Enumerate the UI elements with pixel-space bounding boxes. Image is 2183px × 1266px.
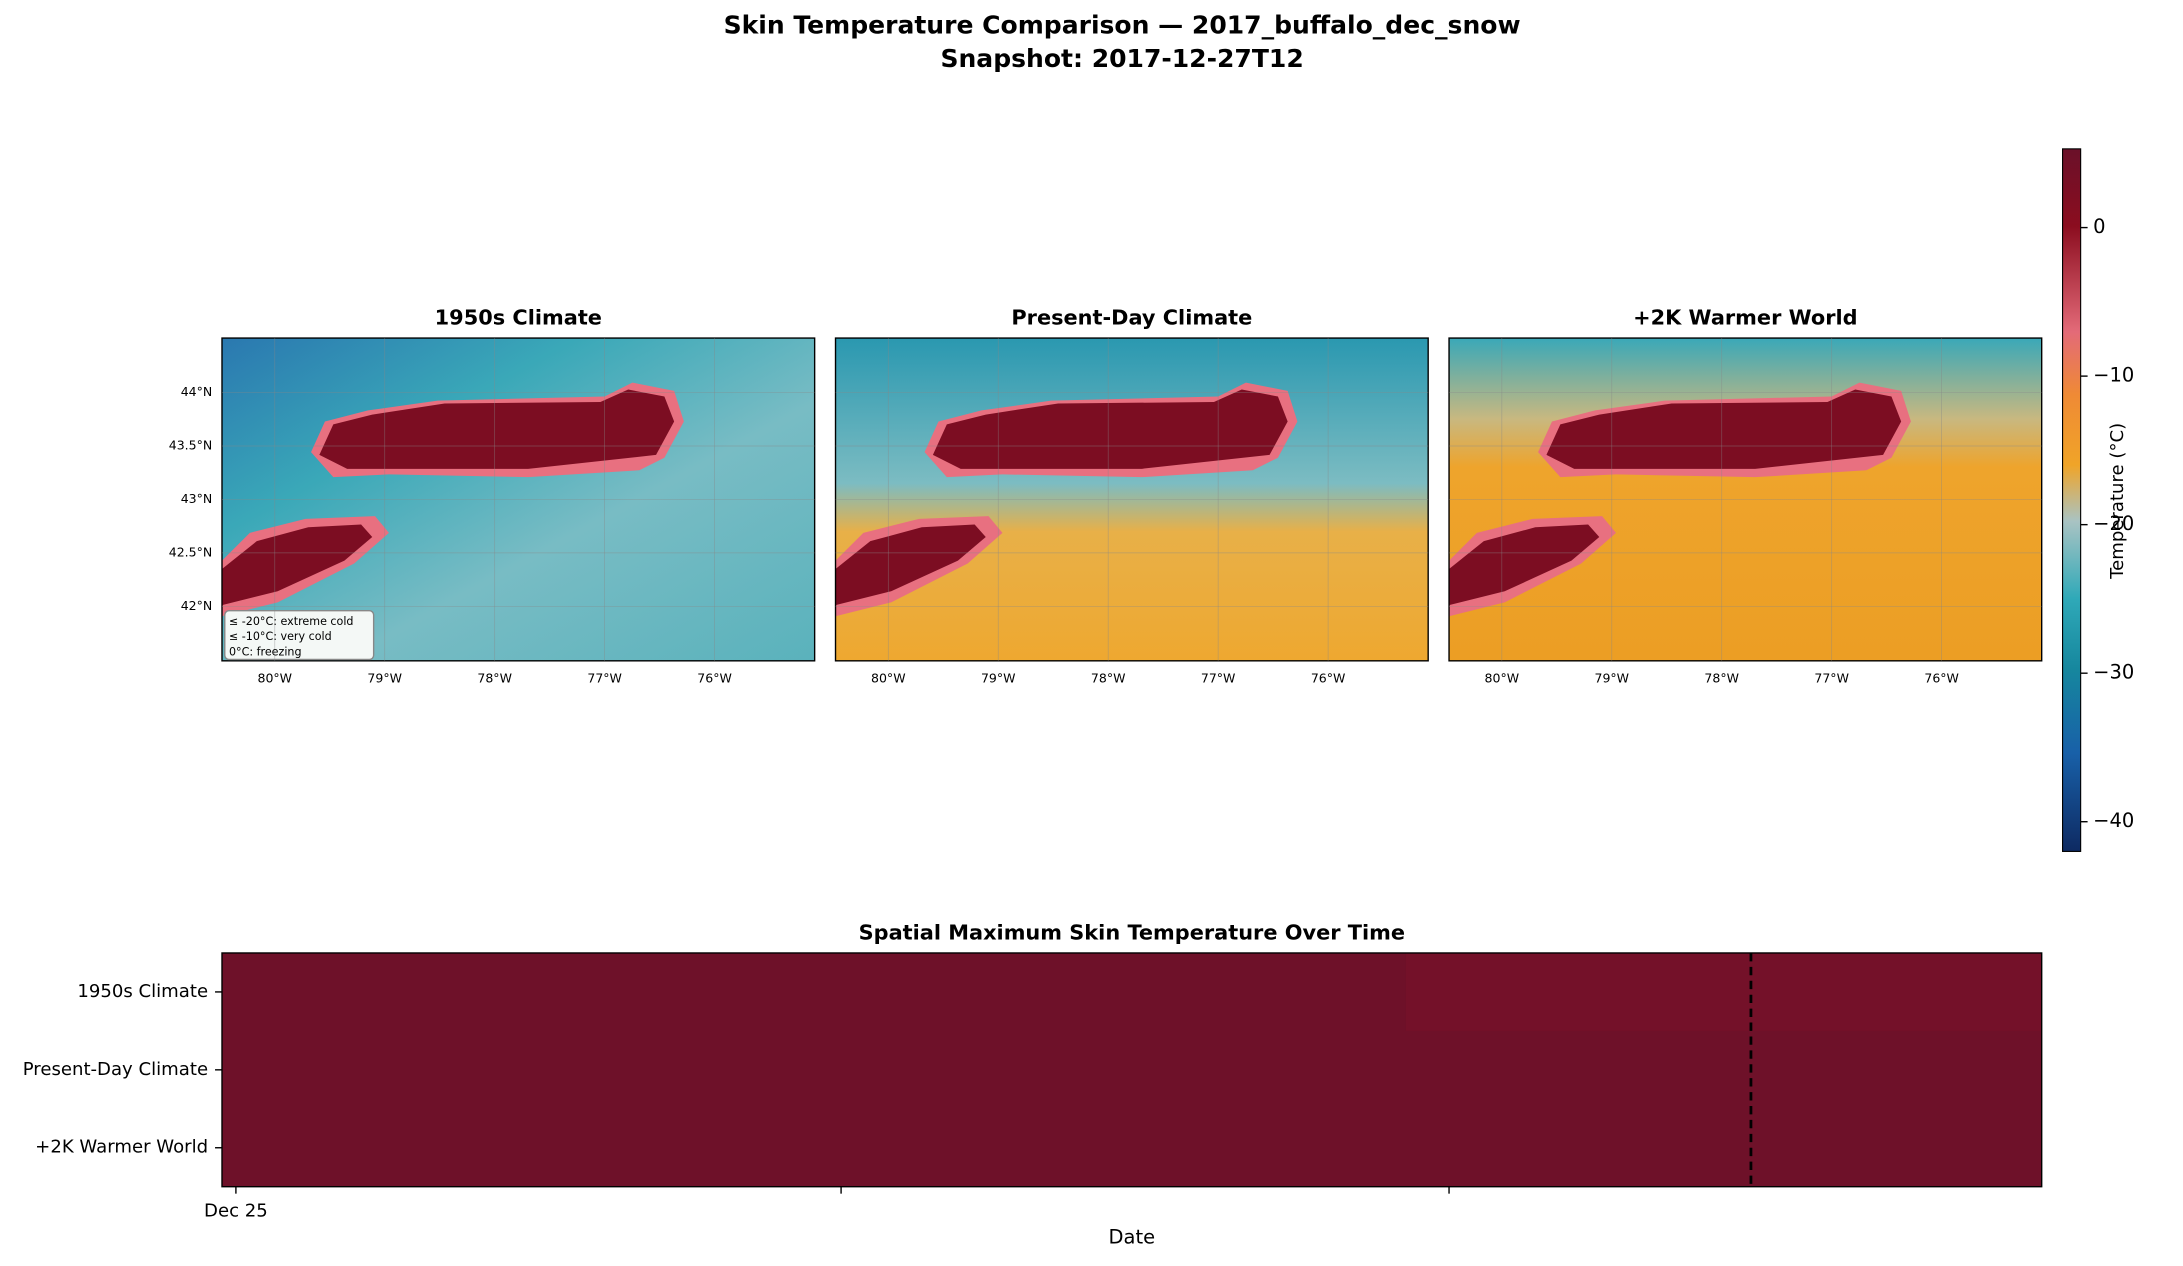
x-tick-label: 77°W — [1814, 670, 1849, 685]
x-tick-label: 80°W — [257, 670, 292, 685]
y-tick-label: +2K Warmer World — [35, 1137, 208, 1158]
x-tick-label: 76°W — [1924, 670, 1959, 685]
y-tick-label: 43°N — [181, 491, 213, 506]
title: Skin Temperature Comparison — 2017_buffa… — [724, 10, 1521, 39]
timeline-title: Spatial Maximum Skin Temperature Over Ti… — [859, 921, 1405, 945]
y-tick-label: 42°N — [181, 598, 213, 613]
map-legend-text: ≤ -20°C: extreme cold — [229, 615, 354, 628]
x-tick-label: 79°W — [1594, 670, 1629, 685]
x-tick-label: 77°W — [587, 670, 622, 685]
y-tick-label: 43.5°N — [169, 438, 213, 453]
map-legend-text: ≤ -10°C: very cold — [229, 630, 332, 643]
y-tick-label: Present-Day Climate — [23, 1059, 208, 1080]
x-tick-label: Dec 25 — [204, 1201, 268, 1222]
panel-title: 1950s Climate — [435, 306, 602, 330]
subtitle: Snapshot: 2017-12-27T12 — [940, 44, 1303, 73]
y-tick-label: 42.5°N — [169, 544, 213, 559]
colorbar — [2062, 148, 2082, 852]
colorbar-label: Temperature (°C) — [2107, 423, 2128, 580]
colorbar-tick-label: −30 — [2093, 661, 2134, 684]
colorbar-tick-label: −40 — [2093, 809, 2134, 832]
colorbar-tick-label: −10 — [2093, 364, 2134, 387]
x-tick-label: 77°W — [1201, 670, 1236, 685]
x-tick-label: 78°W — [1091, 670, 1126, 685]
panel-title: +2K Warmer World — [1633, 306, 1857, 330]
timeline-heatmap-cell — [1405, 952, 2042, 1031]
map-legend-text: 0°C: freezing — [229, 645, 302, 658]
panel-title: Present-Day Climate — [1011, 306, 1252, 330]
y-tick-label: 44°N — [181, 384, 213, 399]
x-tick-label: 76°W — [697, 670, 732, 685]
x-tick-label: 79°W — [367, 670, 402, 685]
colorbar-tick-label: 0 — [2093, 215, 2105, 238]
x-tick-label: 78°W — [1704, 670, 1739, 685]
y-tick-label: 1950s Climate — [77, 981, 208, 1002]
x-tick-label: 79°W — [981, 670, 1016, 685]
map-legend-box — [224, 610, 375, 661]
x-tick-label: 76°W — [1311, 670, 1346, 685]
colorbar-tick-label: −20 — [2093, 512, 2134, 535]
x-tick-label: 80°W — [1485, 670, 1520, 685]
x-tick-label: 78°W — [477, 670, 512, 685]
x-axis-label: Date — [1109, 1226, 1156, 1249]
x-tick-label: 80°W — [871, 670, 906, 685]
